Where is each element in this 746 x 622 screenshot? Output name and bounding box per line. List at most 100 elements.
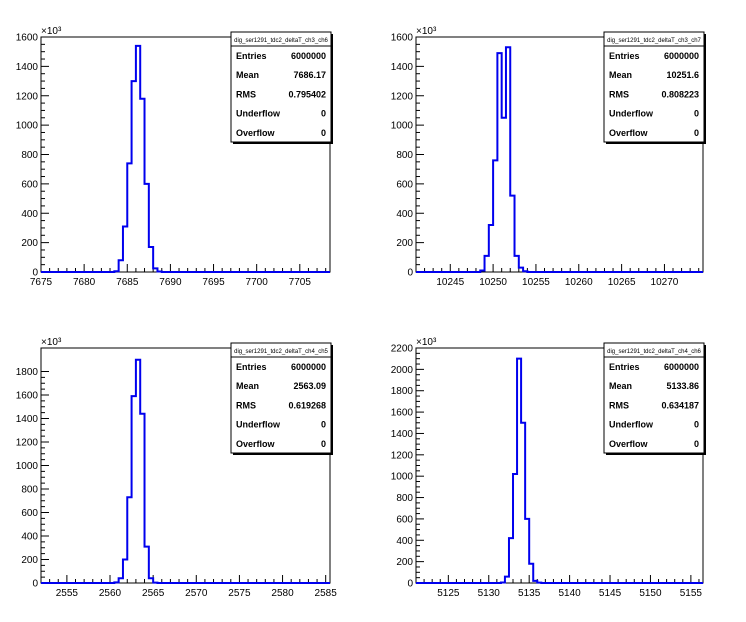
histogram-bin <box>145 547 149 583</box>
y-tick-label: 2200 <box>391 344 414 355</box>
y-axis: 0 200 400 600 800 1000 1200 1400 1600 <box>16 33 49 279</box>
x-tick-label: 10255 <box>522 277 550 288</box>
y-tick-label: 2000 <box>391 365 414 376</box>
histogram-bin <box>501 582 505 583</box>
y-tick-label: 1600 <box>16 33 39 44</box>
stats-value: 6000000 <box>664 362 699 372</box>
stats-label: Mean <box>609 381 632 391</box>
y-tick-label: 800 <box>396 493 413 504</box>
x-tick-label: 10265 <box>608 277 636 288</box>
y-tick-label: 400 <box>21 532 38 543</box>
histogram-bin <box>140 99 144 272</box>
histogram-bin <box>132 396 136 583</box>
stats-box-frame <box>603 31 705 143</box>
histogram-bin <box>525 519 529 583</box>
histogram-bin <box>127 497 131 583</box>
y-tick-label: 1400 <box>16 414 39 425</box>
histogram-panel-3: 0 200 400 600 800 1000 1200 1400 1600 1800 2555 256… <box>16 337 337 599</box>
x-tick-label: 7685 <box>116 277 139 288</box>
histogram-series <box>41 44 330 273</box>
y-axis: 0 200 400 600 800 1000 1200 1400 1600 1800 <box>16 367 49 590</box>
y-tick-label: 200 <box>396 238 413 249</box>
y-tick-label: 800 <box>21 485 38 496</box>
stats-value: 0 <box>321 128 326 138</box>
y-tick-label: 1000 <box>16 121 39 132</box>
histogram-bin <box>489 225 493 272</box>
x-tick-label: 2560 <box>99 588 122 599</box>
y-tick-label: 800 <box>396 150 413 161</box>
y-tick-label: 1200 <box>16 438 39 449</box>
y-tick-label: 400 <box>396 536 413 547</box>
y-tick-label: 600 <box>396 514 413 525</box>
stats-value: 2563.09 <box>293 381 326 391</box>
stats-box: dig_ser1291_tdc2_deltaT_ch4_ch6 Entries 60… <box>603 342 706 455</box>
stats-label: RMS <box>609 89 629 99</box>
stats-box-frame <box>230 31 332 143</box>
y-tick-label: 1200 <box>391 91 414 102</box>
y-tick-label: 1600 <box>391 408 414 419</box>
x-tick-label: 5130 <box>478 588 501 599</box>
y-tick-label: 400 <box>396 209 413 220</box>
stats-value: 0.795402 <box>288 89 326 99</box>
histogram-bin <box>523 271 527 272</box>
y-tick-label: 1600 <box>16 391 39 402</box>
stats-label: Mean <box>236 381 259 391</box>
stats-value: 7686.17 <box>293 70 326 80</box>
histogram-bin <box>149 578 153 583</box>
x-tick-label: 2570 <box>185 588 208 599</box>
histogram-bin <box>480 271 484 272</box>
stats-value: 0 <box>321 420 326 430</box>
histogram-bin <box>502 118 506 272</box>
stats-label: Overflow <box>609 439 649 449</box>
x-tick-label: 7700 <box>246 277 269 288</box>
stats-box: dig_ser1291_tdc2_deltaT_ch3_ch6 Entries 60… <box>230 31 333 144</box>
y-tick-label: 0 <box>32 268 38 279</box>
y-tick-label: 400 <box>21 209 38 220</box>
stats-value: 0.634187 <box>661 400 699 410</box>
y-tick-label: 1200 <box>391 450 414 461</box>
stats-label: Entries <box>236 362 267 372</box>
stats-label: Entries <box>609 51 640 61</box>
stats-label: Underflow <box>609 420 654 430</box>
x-tick-label: 5155 <box>680 588 703 599</box>
y-tick-label: 0 <box>32 579 38 590</box>
stats-box-title: dig_ser1291_tdc2_deltaT_ch3_ch6 <box>234 38 328 44</box>
histogram-series <box>416 357 703 584</box>
histogram-series <box>416 46 703 273</box>
stats-label: Entries <box>236 51 267 61</box>
y-multiplier-label: ×10³ <box>416 26 437 37</box>
histogram-bin <box>119 260 123 272</box>
stats-label: Overflow <box>236 128 276 138</box>
stats-value: 0.808223 <box>661 89 699 99</box>
histogram-bin <box>123 226 127 272</box>
histogram-bin <box>515 256 519 272</box>
histogram-bin <box>123 560 127 584</box>
histogram-bin <box>509 538 513 583</box>
histogram-bin <box>153 268 157 272</box>
histogram-bin <box>510 196 514 272</box>
y-tick-label: 1800 <box>391 386 414 397</box>
stats-box-title: dig_ser1291_tdc2_deltaT_ch4_ch5 <box>234 349 328 355</box>
y-tick-label: 0 <box>407 579 413 590</box>
x-axis: 7675 7680 7685 7690 7695 7700 7705 <box>30 264 327 288</box>
histogram-bin <box>529 564 533 583</box>
y-tick-label: 1800 <box>16 367 39 378</box>
y-tick-label: 800 <box>21 150 38 161</box>
stats-value: 0 <box>694 439 699 449</box>
histogram-bin <box>114 271 118 272</box>
histogram-panel-4: 0 200 400 600 800 1000 1200 1400 1600 1800 2000 220… <box>391 337 706 599</box>
histogram-bin <box>506 47 510 272</box>
y-tick-label: 200 <box>396 557 413 568</box>
stats-value: 6000000 <box>291 51 326 61</box>
y-tick-label: 200 <box>21 238 38 249</box>
y-multiplier-label: ×10³ <box>41 26 62 37</box>
histogram-bin <box>513 474 517 583</box>
y-axis: 0 200 400 600 800 1000 1200 1400 1600 1800 2000 220… <box>391 344 424 590</box>
histogram-bin <box>497 53 501 272</box>
histogram-bin <box>493 160 497 272</box>
x-axis: 2555 2560 2565 2570 2575 2580 2585 <box>40 575 337 599</box>
y-axis: 0 200 400 600 800 1000 1200 1400 1600 <box>391 33 424 279</box>
x-tick-label: 7680 <box>73 277 96 288</box>
